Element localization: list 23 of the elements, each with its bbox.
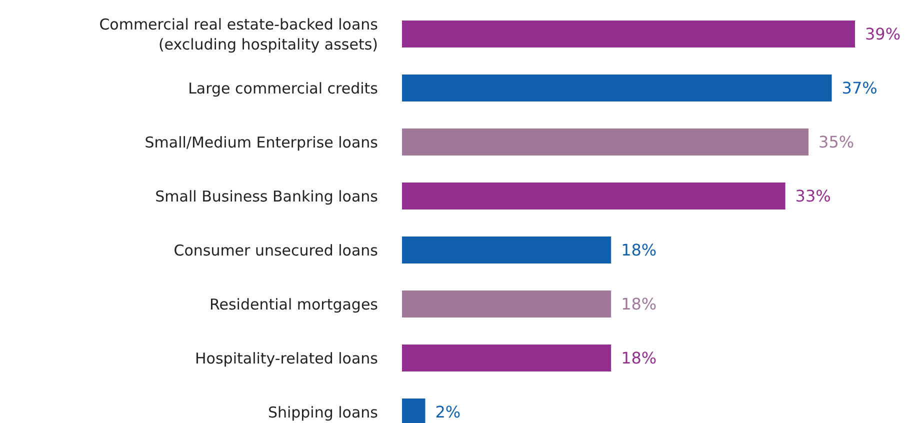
bar — [402, 344, 612, 372]
y-tick-label: Large commercial credits — [188, 79, 378, 98]
bar — [402, 20, 855, 48]
bar — [402, 182, 786, 210]
y-tick-label: Small Business Banking loans — [155, 187, 378, 206]
data-label: 37% — [842, 78, 878, 98]
data-label: 18% — [621, 348, 657, 368]
data-label: 33% — [795, 186, 831, 206]
data-label: 18% — [621, 240, 657, 260]
y-tick-label: Commercial real estate-backed loans (excluding hospitality assets) — [99, 15, 378, 54]
y-tick-label: Residential mortgages — [209, 295, 378, 314]
bar — [402, 236, 612, 264]
bar — [402, 128, 809, 156]
bar — [402, 74, 832, 102]
y-tick-label: Hospitality-related loans — [195, 349, 378, 368]
y-tick-label: Consumer unsecured loans — [174, 241, 378, 260]
y-tick-label: Small/Medium Enterprise loans — [144, 133, 378, 152]
data-label: 2% — [435, 402, 461, 422]
y-tick-label: Shipping loans — [268, 403, 378, 422]
data-label: 39% — [865, 24, 901, 44]
data-label: 18% — [621, 294, 657, 314]
data-label: 35% — [818, 132, 854, 152]
bar — [402, 290, 612, 318]
